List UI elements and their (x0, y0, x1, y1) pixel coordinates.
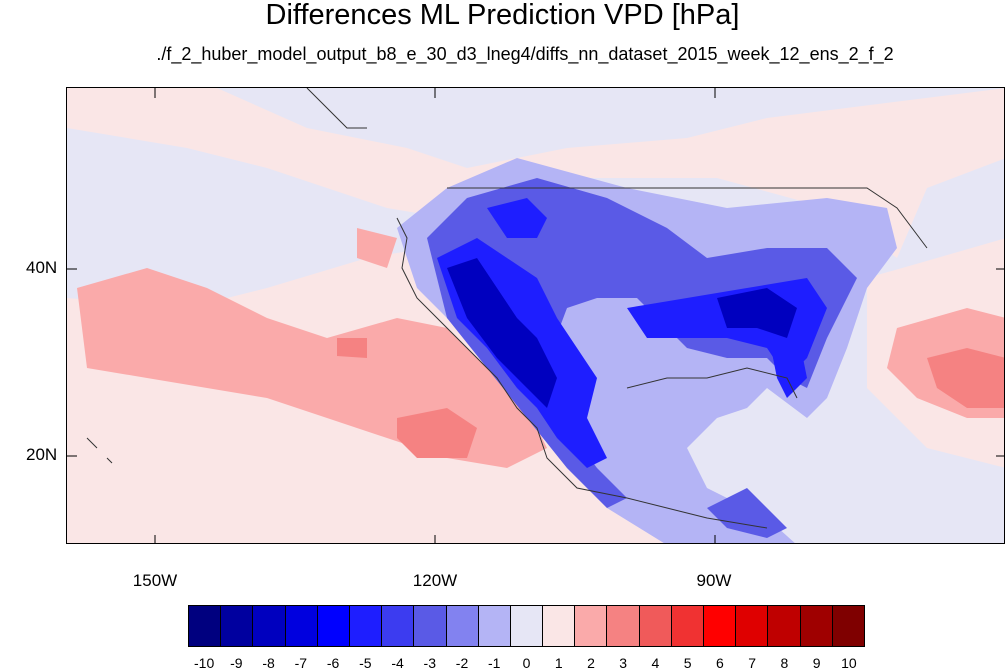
lon-label-150w: 150W (132, 571, 178, 590)
colorbar-label: 9 (812, 655, 821, 671)
colorbar-label: 3 (619, 655, 628, 671)
colorbar-box (510, 606, 544, 646)
colorbar-box (768, 606, 801, 646)
colorbar-box (349, 606, 383, 646)
map-panel (66, 87, 1005, 544)
colorbar-box (414, 606, 447, 646)
colorbar-label: 1 (554, 655, 563, 671)
colorbar (188, 605, 865, 647)
colorbar-label: -6 (326, 655, 340, 671)
map-subtitle: ./f_2_huber_model_output_b8_e_30_d3_lneg… (156, 44, 894, 64)
colorbar-label: -9 (230, 655, 243, 671)
colorbar-box (478, 606, 511, 646)
colorbar-box (446, 606, 479, 646)
colorbar-box (382, 606, 415, 646)
colorbar-box (221, 606, 254, 646)
colorbar-label: -8 (262, 655, 275, 671)
colorbar-label: -4 (391, 655, 404, 671)
colorbar-label: 10 (841, 655, 857, 671)
colorbar-label: 8 (780, 655, 789, 671)
map-canvas (67, 88, 1004, 543)
colorbar-label: 2 (587, 655, 595, 671)
negative-anomaly-intense (447, 258, 797, 408)
colorbar-box (639, 606, 672, 646)
map-title: Differences ML Prediction VPD [hPa] (265, 0, 740, 31)
map-ticks (67, 88, 1004, 543)
colorbar-label: -7 (294, 655, 308, 671)
colorbar-box (285, 606, 318, 646)
lon-label-120w: 120W (412, 571, 458, 590)
colorbar-label: 5 (683, 655, 692, 671)
lat-label-20n: 20N (26, 445, 58, 464)
lon-label-90w: 90W (696, 571, 732, 590)
colorbar-label: 7 (748, 655, 757, 671)
colorbar-box (543, 606, 576, 646)
colorbar-box (317, 606, 350, 646)
colorbar-box (704, 606, 737, 646)
colorbar-label: -10 (193, 655, 215, 671)
colorbar-label: -3 (423, 655, 437, 671)
colorbar-box (575, 606, 608, 646)
colorbar-box (189, 606, 222, 646)
colorbar-box (253, 606, 286, 646)
colorbar-box (832, 606, 864, 646)
colorbar-box (671, 606, 704, 646)
colorbar-labels: -10 -9 -8 -7 -6 -5 -4 -3 -2 -1 0 1 2 3 4 5 6 7 8 9 10 (188, 655, 865, 671)
coastline-outlines (86, 88, 928, 529)
lat-label-40n: 40N (26, 258, 58, 277)
colorbar-box (800, 606, 833, 646)
colorbar-label: 4 (651, 655, 660, 671)
colorbar-label: 6 (716, 655, 724, 671)
colorbar-label: -1 (488, 655, 501, 671)
colorbar-label: -2 (455, 655, 469, 671)
colorbar-box (736, 606, 769, 646)
colorbar-box (607, 606, 640, 646)
colorbar-label: -5 (359, 655, 372, 671)
colorbar-label: 0 (522, 655, 531, 671)
